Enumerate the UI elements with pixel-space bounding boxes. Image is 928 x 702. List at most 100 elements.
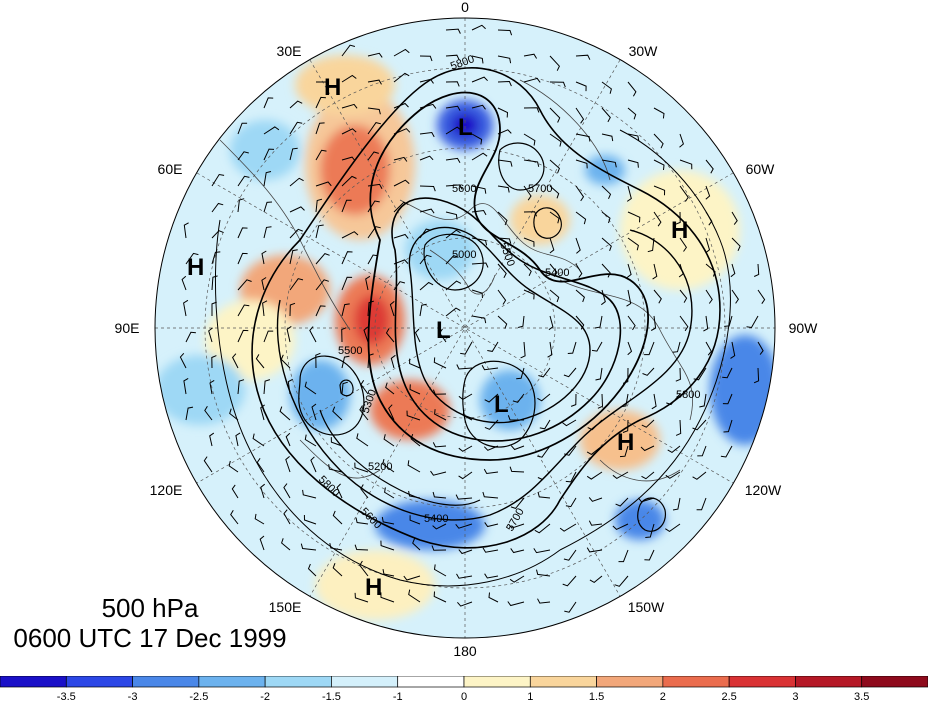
wind-barb bbox=[667, 445, 681, 454]
wind-barb bbox=[382, 569, 395, 577]
wind-barb bbox=[367, 107, 381, 115]
wind-barb bbox=[597, 393, 604, 409]
wind-barb bbox=[263, 330, 274, 343]
wind-barb bbox=[562, 419, 577, 427]
wind-barb bbox=[383, 434, 395, 447]
wind-barb bbox=[471, 24, 486, 31]
wind-barb bbox=[231, 353, 239, 369]
wind-barb bbox=[393, 102, 409, 109]
wind-barb bbox=[237, 227, 248, 239]
wind-barb bbox=[679, 289, 688, 303]
wind-barb bbox=[601, 237, 612, 251]
wind-barb bbox=[696, 497, 707, 511]
wind-barb bbox=[307, 563, 317, 577]
wind-barb bbox=[231, 484, 239, 499]
colorbar-label: -3 bbox=[128, 691, 138, 702]
contour-label: 5200 bbox=[368, 461, 392, 473]
colorbar-box bbox=[596, 676, 664, 688]
low-center: L bbox=[458, 114, 473, 141]
wind-barb bbox=[354, 544, 369, 551]
wind-barb bbox=[315, 198, 323, 213]
wind-barb bbox=[549, 55, 560, 71]
wind-barb bbox=[237, 122, 248, 135]
wind-barb bbox=[705, 185, 711, 200]
wind-barb bbox=[619, 445, 629, 458]
wind-barb bbox=[622, 419, 629, 433]
wind-barb bbox=[408, 589, 421, 603]
wind-barb bbox=[211, 301, 217, 316]
wind-barb bbox=[456, 573, 473, 579]
wind-barb bbox=[393, 128, 411, 135]
wind-barb bbox=[341, 327, 347, 343]
wind-barb bbox=[412, 538, 421, 551]
wind-barb bbox=[419, 303, 427, 317]
wind-barb bbox=[286, 325, 292, 343]
map-border bbox=[154, 17, 776, 639]
wind-barb bbox=[458, 393, 473, 401]
low-center: L bbox=[436, 317, 451, 344]
wind-barb bbox=[419, 254, 432, 265]
wind-barb bbox=[229, 408, 239, 421]
wind-barb bbox=[644, 341, 655, 356]
wind-barb bbox=[289, 147, 298, 161]
wind-barb bbox=[520, 341, 526, 359]
wind-barb bbox=[256, 458, 265, 473]
wind-barb bbox=[510, 445, 525, 451]
wind-barb bbox=[263, 171, 272, 187]
wind-barb bbox=[722, 393, 733, 405]
wind-barb bbox=[183, 377, 189, 395]
wind-barb bbox=[523, 133, 536, 146]
wind-barb bbox=[204, 405, 213, 421]
wind-barb bbox=[538, 367, 551, 378]
wind-barb bbox=[235, 432, 241, 447]
wind-barb bbox=[559, 523, 577, 532]
lon-label-30w: 30W bbox=[629, 43, 659, 59]
wind-barb bbox=[679, 185, 689, 202]
wind-barb bbox=[406, 410, 421, 421]
wind-barb bbox=[482, 547, 499, 553]
wind-barb bbox=[672, 497, 681, 511]
wind-barb bbox=[484, 573, 499, 579]
wind-barb bbox=[393, 156, 408, 162]
wind-barb bbox=[433, 591, 447, 603]
wind-barb bbox=[523, 159, 540, 167]
wind-barb bbox=[263, 379, 271, 395]
wind-barb bbox=[332, 406, 343, 421]
wind-barb bbox=[533, 548, 551, 554]
colorbar-box bbox=[0, 676, 67, 688]
wind-barb bbox=[679, 159, 693, 170]
wind-barb bbox=[237, 329, 249, 343]
high-center: H bbox=[365, 574, 382, 601]
wind-barb bbox=[536, 569, 551, 577]
wind-barb bbox=[497, 129, 512, 135]
wind-barb bbox=[627, 341, 633, 356]
wind-barb bbox=[302, 489, 317, 499]
wind-barb bbox=[385, 382, 395, 395]
wind-barb bbox=[355, 517, 369, 525]
wind-barb bbox=[601, 211, 611, 224]
wind-barb bbox=[341, 103, 358, 109]
colorbar-label: -3.5 bbox=[57, 691, 76, 702]
wind-barb bbox=[497, 289, 507, 305]
wind-barb bbox=[627, 133, 640, 141]
contour-label: 5600 bbox=[452, 183, 476, 195]
wind-barb bbox=[720, 445, 733, 458]
wind-barb bbox=[445, 307, 461, 317]
wind-barb bbox=[678, 263, 684, 278]
wind-barb bbox=[497, 315, 508, 329]
wind-barb bbox=[211, 275, 218, 291]
wind-barb bbox=[549, 185, 560, 199]
high-center: H bbox=[187, 254, 204, 281]
wind-barb bbox=[497, 80, 512, 87]
wind-barb bbox=[471, 185, 487, 194]
wind-barb bbox=[587, 419, 603, 431]
wind-barb bbox=[263, 126, 280, 135]
wind-barb bbox=[315, 279, 329, 291]
wind-barb bbox=[523, 289, 535, 300]
wind-barb bbox=[330, 437, 343, 447]
colorbar-label: 2 bbox=[660, 691, 666, 702]
wind-barb bbox=[753, 367, 760, 384]
wind-barb bbox=[409, 384, 421, 395]
wind-barb bbox=[626, 289, 632, 307]
wind-barb bbox=[289, 100, 303, 109]
